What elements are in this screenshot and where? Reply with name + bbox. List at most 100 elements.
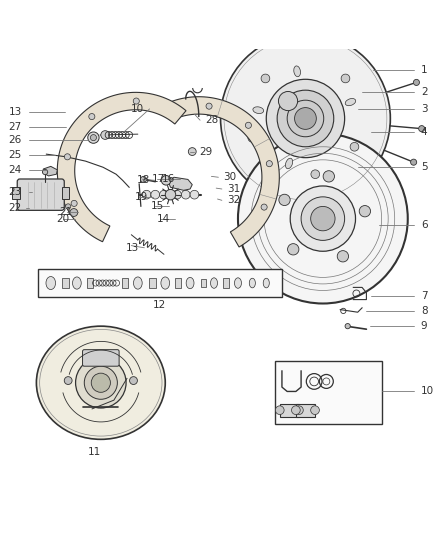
Text: 11: 11: [88, 447, 101, 457]
Ellipse shape: [263, 278, 269, 288]
Circle shape: [277, 90, 334, 147]
Circle shape: [311, 406, 319, 415]
Text: 27: 27: [8, 122, 21, 132]
Circle shape: [190, 190, 199, 199]
Text: 15: 15: [151, 201, 164, 212]
Text: 10: 10: [131, 104, 145, 114]
Text: 18: 18: [136, 175, 150, 185]
Circle shape: [181, 190, 190, 199]
Circle shape: [165, 189, 176, 200]
Circle shape: [188, 148, 196, 156]
Ellipse shape: [36, 326, 165, 439]
Polygon shape: [57, 92, 186, 242]
Circle shape: [161, 175, 171, 185]
Polygon shape: [165, 96, 279, 247]
Bar: [62, 278, 69, 288]
Bar: [280, 403, 299, 417]
Text: 19: 19: [134, 192, 148, 202]
Circle shape: [350, 142, 359, 151]
Ellipse shape: [294, 66, 300, 77]
Circle shape: [323, 171, 335, 182]
Text: 1: 1: [421, 64, 427, 75]
Circle shape: [410, 159, 417, 165]
Ellipse shape: [134, 277, 142, 289]
Circle shape: [413, 79, 420, 85]
Text: 6: 6: [421, 220, 427, 230]
Ellipse shape: [286, 158, 293, 169]
Ellipse shape: [186, 277, 194, 289]
Text: 29: 29: [199, 148, 212, 157]
Polygon shape: [62, 187, 70, 199]
Circle shape: [238, 134, 408, 303]
Ellipse shape: [161, 277, 170, 289]
Text: 24: 24: [8, 165, 21, 175]
Bar: [175, 278, 181, 288]
Text: 3: 3: [421, 104, 427, 114]
Circle shape: [84, 366, 117, 399]
Text: 16: 16: [162, 174, 175, 184]
Circle shape: [266, 79, 345, 158]
Circle shape: [66, 204, 71, 209]
Ellipse shape: [73, 277, 81, 289]
Circle shape: [142, 190, 151, 199]
Circle shape: [89, 114, 95, 119]
Circle shape: [71, 200, 77, 206]
Circle shape: [276, 406, 284, 415]
Text: 17: 17: [152, 174, 165, 184]
Circle shape: [88, 132, 99, 143]
Circle shape: [133, 98, 139, 104]
FancyBboxPatch shape: [82, 350, 119, 366]
Bar: [38, 269, 282, 297]
Circle shape: [337, 251, 349, 262]
Circle shape: [311, 206, 335, 231]
Text: 7: 7: [421, 291, 427, 301]
Bar: [87, 278, 93, 288]
Circle shape: [42, 169, 48, 175]
Circle shape: [279, 92, 297, 111]
Circle shape: [288, 244, 299, 255]
Circle shape: [301, 197, 345, 240]
Circle shape: [64, 377, 72, 384]
Circle shape: [159, 190, 168, 199]
Polygon shape: [42, 166, 57, 176]
Text: 13: 13: [126, 243, 139, 253]
Bar: [296, 403, 315, 417]
Text: 22: 22: [8, 203, 21, 213]
Circle shape: [64, 154, 71, 160]
Circle shape: [141, 176, 147, 182]
Text: 25: 25: [8, 150, 21, 160]
Text: 30: 30: [224, 172, 237, 182]
Bar: [223, 278, 229, 288]
Text: 26: 26: [8, 135, 21, 146]
Ellipse shape: [249, 278, 255, 288]
Circle shape: [359, 206, 371, 217]
Text: 13: 13: [8, 107, 21, 117]
Text: 4: 4: [421, 126, 427, 136]
Circle shape: [221, 34, 390, 204]
Circle shape: [173, 190, 181, 199]
Circle shape: [91, 373, 110, 392]
Circle shape: [101, 131, 110, 139]
Text: 5: 5: [421, 162, 427, 172]
Circle shape: [419, 126, 425, 132]
FancyBboxPatch shape: [17, 179, 64, 211]
Text: 20: 20: [57, 214, 70, 224]
Circle shape: [261, 204, 267, 210]
Circle shape: [130, 377, 138, 384]
Text: 28: 28: [205, 115, 219, 125]
Polygon shape: [168, 177, 192, 190]
Circle shape: [70, 208, 78, 216]
Text: 12: 12: [153, 301, 166, 310]
Text: 32: 32: [227, 195, 240, 205]
Bar: [275, 361, 381, 424]
Ellipse shape: [234, 278, 241, 288]
Text: 8: 8: [421, 306, 427, 316]
Text: 31: 31: [227, 184, 240, 194]
Circle shape: [76, 358, 126, 408]
Text: 23: 23: [8, 187, 21, 197]
Circle shape: [248, 133, 257, 142]
Circle shape: [261, 74, 270, 83]
Circle shape: [295, 108, 316, 130]
Bar: [149, 278, 155, 288]
Ellipse shape: [345, 99, 356, 106]
